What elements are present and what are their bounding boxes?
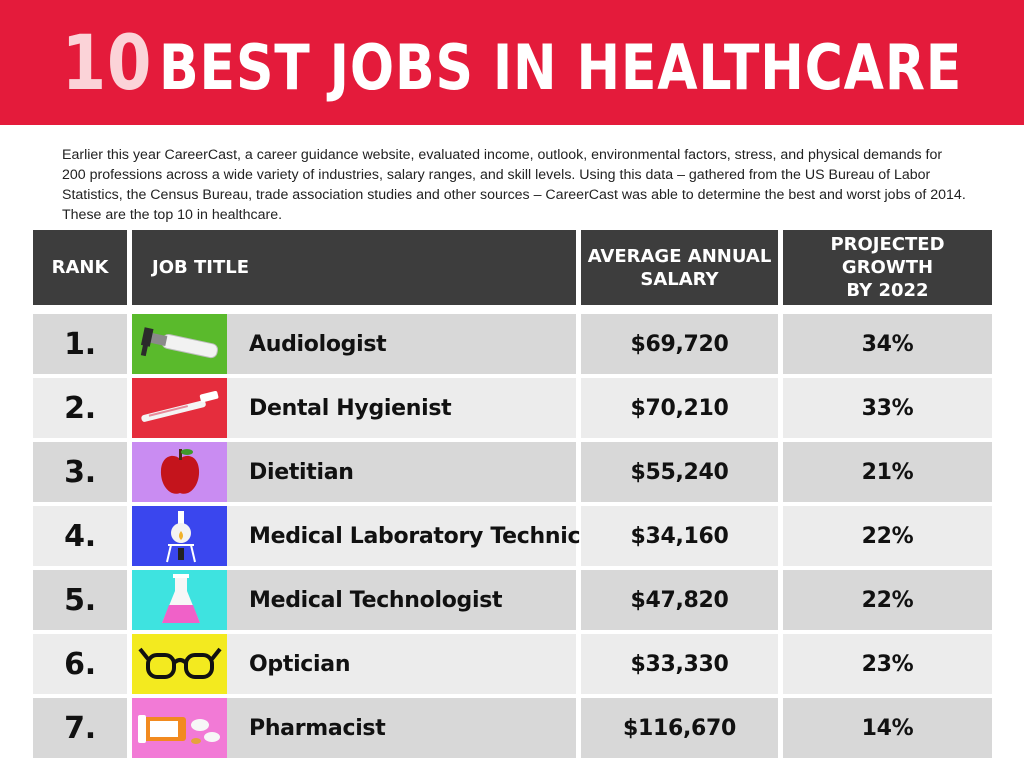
- rank-cell: 6.: [33, 634, 127, 694]
- growth-cell: 33%: [783, 378, 992, 438]
- job-title-text: Medical Laboratory Technician: [249, 523, 618, 549]
- job-title-cell: Optician: [132, 634, 576, 694]
- column-header-growth-line1: PROJECTED GROWTH: [830, 234, 945, 278]
- rank-cell: 2.: [33, 378, 127, 438]
- column-header-rank: RANK: [33, 230, 127, 305]
- column-header-growth: PROJECTED GROWTH BY 2022: [783, 230, 992, 305]
- salary-cell: $55,240: [581, 442, 778, 502]
- apple-icon: [132, 442, 227, 502]
- title-banner: 10 BEST JOBS IN HEALTHCARE: [0, 0, 1024, 125]
- salary-cell: $47,820: [581, 570, 778, 630]
- flask-icon: [132, 570, 227, 630]
- page-title: 10 BEST JOBS IN HEALTHCARE: [62, 18, 962, 107]
- growth-cell: 22%: [783, 570, 992, 630]
- salary-cell: $70,210: [581, 378, 778, 438]
- salary-cell: $33,330: [581, 634, 778, 694]
- lab-flask-burner-icon: [132, 506, 227, 566]
- growth-cell: 23%: [783, 634, 992, 694]
- pill-bottle-icon: [132, 698, 227, 758]
- column-header-job-title-label: JOB TITLE: [152, 257, 250, 278]
- salary-cell: $69,720: [581, 314, 778, 374]
- column-header-growth-line2: BY 2022: [846, 280, 929, 301]
- job-title-cell: Dental Hygienist: [132, 378, 576, 438]
- salary-cell: $34,160: [581, 506, 778, 566]
- rank-cell: 4.: [33, 506, 127, 566]
- job-title-text: Optician: [249, 651, 351, 677]
- growth-cell: 21%: [783, 442, 992, 502]
- rank-cell: 7.: [33, 698, 127, 758]
- job-title-cell: Medical Laboratory Technician: [132, 506, 618, 566]
- growth-cell: 34%: [783, 314, 992, 374]
- otoscope-icon: [132, 314, 227, 374]
- job-title-text: Dental Hygienist: [249, 395, 452, 421]
- rank-cell: 5.: [33, 570, 127, 630]
- column-header-rank-label: RANK: [51, 257, 109, 278]
- job-title-cell: Pharmacist: [132, 698, 576, 758]
- column-header-salary-line1: AVERAGE ANNUAL: [587, 245, 772, 267]
- job-title-text: Dietitian: [249, 459, 354, 485]
- salary-cell: $116,670: [581, 698, 778, 758]
- rank-cell: 1.: [33, 314, 127, 374]
- column-header-salary: AVERAGE ANNUAL SALARY: [581, 230, 778, 305]
- rank-cell: 3.: [33, 442, 127, 502]
- column-header-job-title: JOB TITLE: [132, 230, 576, 305]
- job-title-cell: Dietitian: [132, 442, 576, 502]
- intro-paragraph: Earlier this year CareerCast, a career g…: [62, 147, 966, 223]
- toothbrush-icon: [132, 378, 227, 438]
- job-title-cell: Medical Technologist: [132, 570, 576, 630]
- growth-cell: 14%: [783, 698, 992, 758]
- title-text: BEST JOBS IN HEALTHCARE: [159, 31, 963, 104]
- job-title-text: Medical Technologist: [249, 587, 503, 613]
- job-title-cell: Audiologist: [132, 314, 576, 374]
- glasses-icon: [132, 634, 227, 694]
- job-title-text: Audiologist: [249, 331, 387, 357]
- column-header-salary-line2: SALARY: [640, 268, 719, 290]
- growth-cell: 22%: [783, 506, 992, 566]
- title-number: 10: [61, 18, 153, 107]
- job-title-text: Pharmacist: [249, 715, 386, 741]
